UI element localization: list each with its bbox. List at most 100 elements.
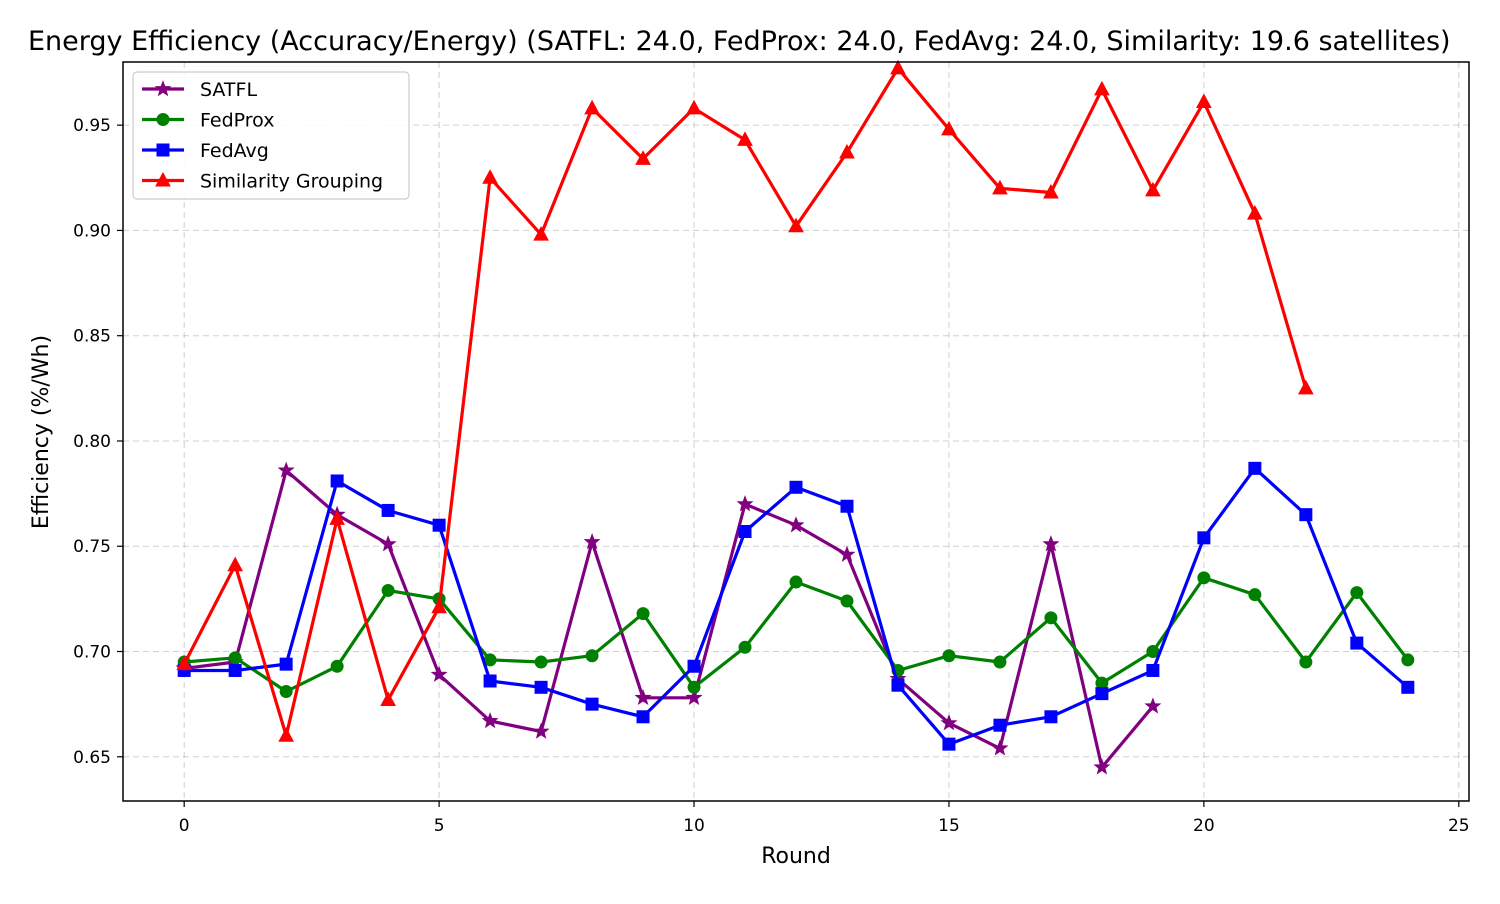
series-satfl [175, 461, 1162, 775]
legend-box [132, 71, 410, 200]
fedavg-point [381, 503, 395, 517]
similarity-grouping-point [737, 131, 753, 146]
similarity-grouping-point [176, 655, 193, 671]
series-fedavg [177, 461, 1415, 751]
similarity-grouping-point [686, 99, 702, 115]
fedavg-point [789, 480, 803, 494]
fedavg-point [1248, 461, 1262, 475]
x-tick-label: 25 [1448, 816, 1470, 836]
fedavg-point [840, 499, 854, 513]
fedprox-point [534, 655, 548, 669]
y-tick-label: 0.65 [73, 748, 111, 768]
x-tick-label: 5 [434, 816, 445, 836]
fedavg-point [738, 525, 752, 539]
y-tick-label: 0.85 [73, 327, 111, 347]
fedprox-point [1197, 571, 1211, 585]
y-tick-label: 0.80 [73, 432, 111, 452]
legend-label: FedAvg [200, 140, 269, 162]
series-similarity-grouping [176, 59, 1314, 742]
fedavg-point [1146, 663, 1160, 677]
x-tick-label: 0 [179, 816, 190, 836]
fedavg-point [891, 678, 905, 692]
satfl-point [787, 516, 805, 533]
fedprox-point [687, 680, 701, 694]
chart-title: Energy Efficiency (Accuracy/Energy) (SAT… [28, 26, 1451, 57]
similarity-grouping-point [1145, 181, 1161, 197]
satfl-point [277, 461, 295, 478]
fedavg-point [330, 474, 344, 488]
fedprox-point [585, 649, 599, 663]
similarity-grouping-point [533, 226, 549, 241]
similarity-grouping-point [941, 120, 957, 136]
similarity-grouping-point [1043, 183, 1059, 199]
satfl-point [1144, 697, 1162, 714]
satfl-point [481, 712, 499, 729]
fedprox-point [1248, 588, 1262, 602]
series-fedprox [177, 571, 1415, 699]
y-tick-label: 0.90 [73, 221, 111, 241]
y-tick-label: 0.70 [73, 643, 111, 663]
fedprox-point [381, 583, 395, 597]
similarity-grouping-point [380, 691, 396, 706]
y-tick-label: 0.75 [73, 537, 111, 557]
fedprox-point [636, 607, 650, 621]
legend-marker [154, 80, 172, 97]
plot-frame [122, 61, 1470, 802]
legend-entry-similarity-grouping: Similarity Grouping [142, 171, 383, 193]
similarity-grouping-point [584, 99, 600, 115]
satfl-point [940, 714, 958, 731]
fedavg-point [636, 710, 650, 724]
x-tick-label: 20 [1193, 816, 1215, 836]
similarity-grouping-point [1298, 379, 1314, 395]
similarity-grouping-point [839, 143, 855, 159]
fedavg-point [687, 659, 701, 673]
satfl-point [532, 722, 550, 739]
similarity-grouping-point [482, 169, 498, 184]
legend-label: FedProx [200, 110, 274, 132]
fedprox-point [330, 659, 344, 673]
fedprox-point [789, 575, 803, 589]
fedavg-point [1044, 710, 1058, 724]
fedprox-point [993, 655, 1007, 669]
fedavg-point [1197, 531, 1211, 545]
similarity-grouping-point [890, 59, 906, 75]
y-axis-label: Efficiency (%/Wh) [29, 335, 54, 529]
x-axis-ticks: 0 5 10 15 20 25 [179, 801, 1470, 836]
fedavg-point [1350, 636, 1364, 650]
satfl-point [991, 739, 1009, 756]
similarity-grouping-point [992, 179, 1008, 195]
fedavg-point [228, 663, 242, 677]
satfl-point [1042, 535, 1060, 552]
fedavg-line [184, 466, 1409, 746]
legend-items: SATFL FedProx FedAvg Similarity Grouping [142, 79, 383, 193]
fedprox-point [1401, 653, 1415, 667]
fedprox-point [942, 649, 956, 663]
fedprox-line [184, 576, 1410, 694]
legend-marker [155, 171, 171, 187]
fedprox-point [1350, 586, 1364, 600]
fedavg-point [279, 657, 293, 671]
similarity-grouping-point [788, 217, 804, 233]
x-tick-label: 10 [683, 816, 705, 836]
y-axis-ticks: 0.65 0.70 0.75 0.80 0.85 0.90 0.95 [73, 116, 123, 768]
legend-entry-fedprox: FedProx [142, 110, 274, 132]
satfl-point [1093, 758, 1111, 775]
fedprox-point [279, 685, 293, 699]
similarity-grouping-point [1247, 205, 1263, 220]
legend-label: Similarity Grouping [200, 171, 383, 193]
legend-entry-fedavg: FedAvg [142, 140, 269, 162]
legend-entry-satfl: SATFL [142, 79, 257, 101]
similarity-grouping-point [431, 598, 447, 614]
fedavg-point [942, 737, 956, 751]
satfl-line [184, 468, 1155, 769]
satfl-point [634, 688, 652, 706]
similarity-grouping-point [635, 150, 651, 165]
legend-label: SATFL [200, 79, 257, 101]
satfl-point [379, 535, 397, 552]
y-tick-label: 0.95 [73, 116, 111, 136]
satfl-point [685, 688, 703, 706]
similarity-grouping-point [1094, 80, 1110, 96]
legend-marker [156, 113, 170, 126]
